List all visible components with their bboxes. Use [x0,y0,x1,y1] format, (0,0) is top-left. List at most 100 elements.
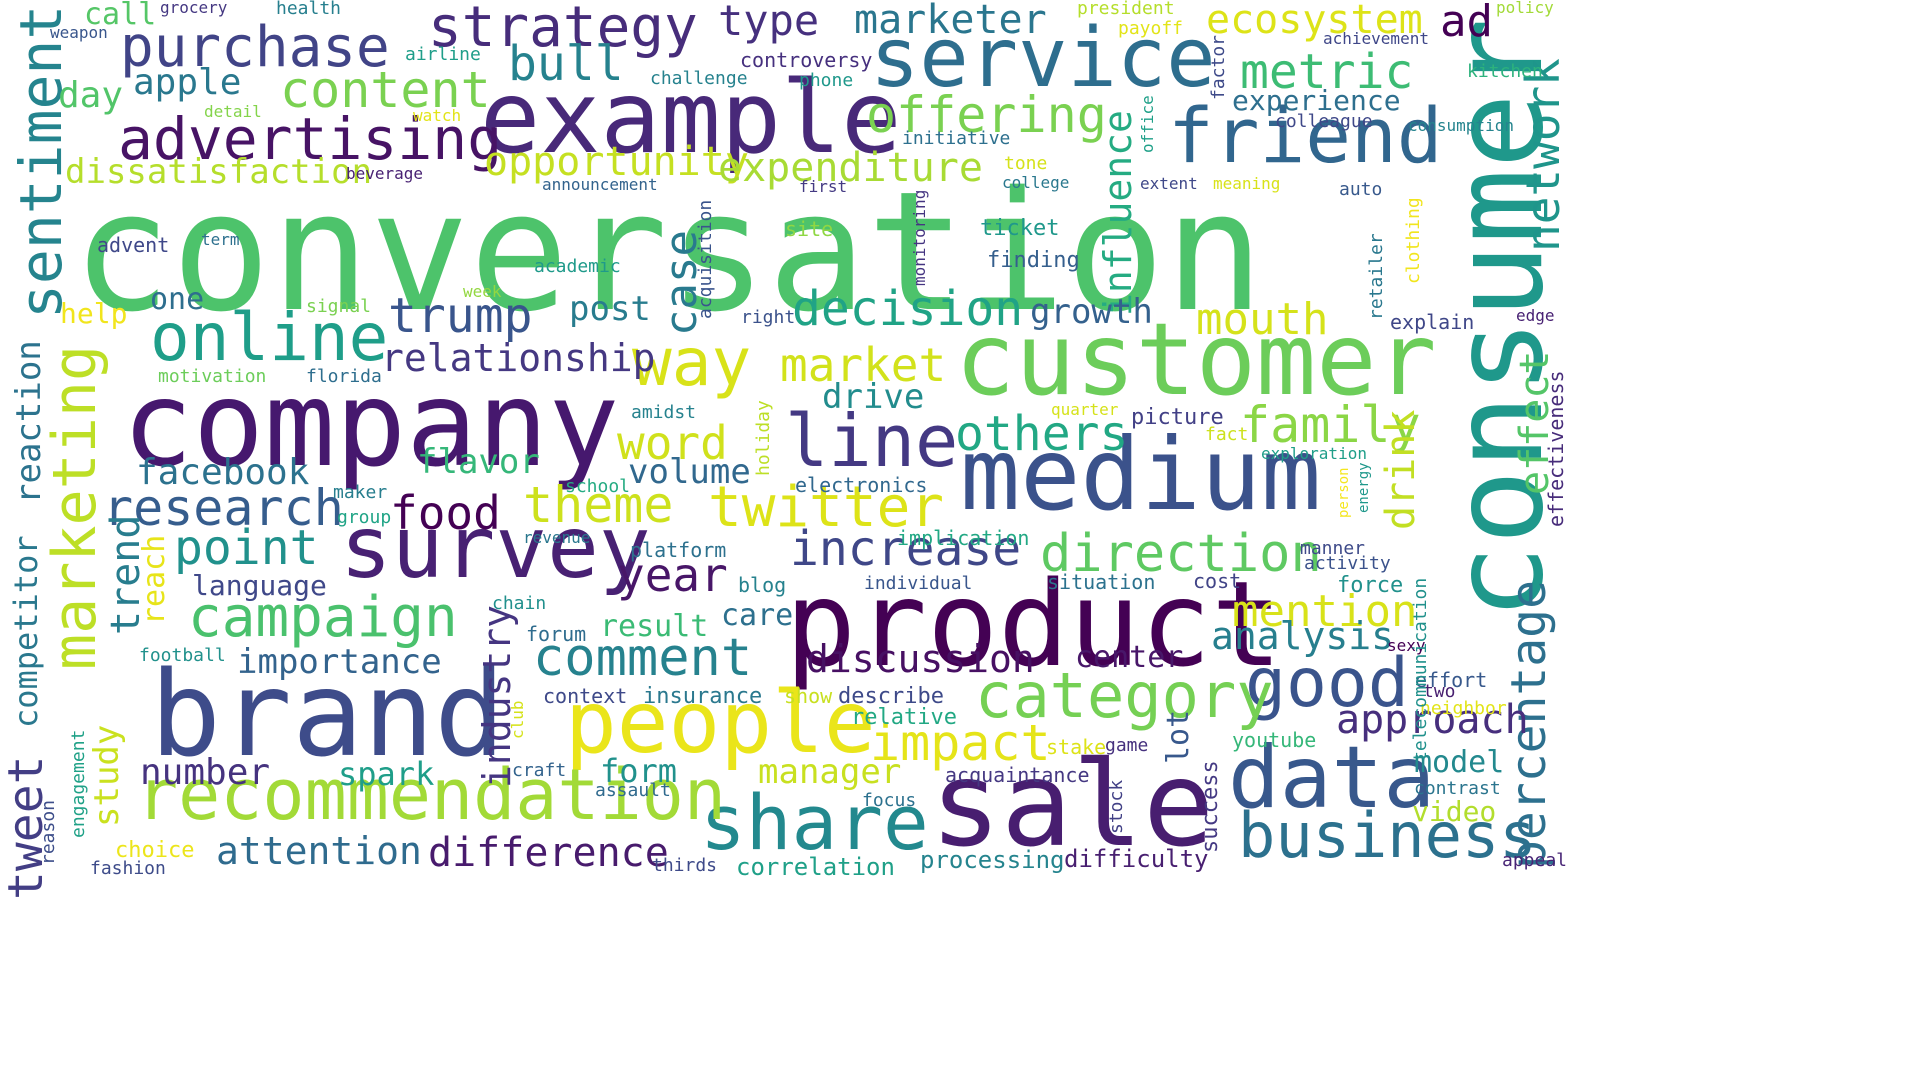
word-game: game [1105,735,1149,756]
word-office: office [1138,95,1157,153]
word-family: family [1240,396,1421,454]
word-opportunity: opportunity [484,139,749,185]
word-health: health [276,0,342,19]
word-attention: attention [216,829,422,873]
word-watch: watch [413,106,462,125]
word-situation: situation [1047,570,1156,594]
word-acquaintance: acquaintance [945,763,1090,787]
word-lot: lot [1161,709,1196,764]
word-achievement: achievement [1323,29,1429,48]
word-category: category [975,659,1274,732]
word-grocery: grocery [160,0,228,17]
word-extent: extent [1140,174,1198,193]
word-good: good [1245,644,1409,723]
word-approach: approach [1336,697,1529,743]
word-controversy: controversy [740,48,873,72]
word-kitchen: kitchen [1467,61,1543,82]
word-factor: factor [1208,34,1229,100]
word-florida: florida [306,366,382,387]
word-picture: picture [1131,405,1224,430]
word-number: number [140,752,271,793]
word-quarter: quarter [1051,400,1119,419]
word-decision: decision [792,281,1024,337]
word-blog: blog [738,573,787,597]
word-bull: bull [508,36,624,92]
word-sentiment: sentiment [7,4,75,319]
word-mention: mention [1232,586,1418,637]
word-fact: fact [1205,424,1249,445]
word-initiative: initiative [902,128,1011,149]
word-food: food [390,486,501,540]
word-people: people [565,673,876,773]
word-airline: airline [405,44,481,65]
word-relative: relative [851,705,957,730]
word-comment: comment [533,628,753,688]
word-colleague: colleague [1275,111,1373,132]
word-recommendation: recommendation [136,754,727,836]
word-policy: policy [1496,0,1554,17]
word-group: group [337,507,392,528]
word-competitor: competitor [7,535,45,728]
word-telecommunication: telecommunication [1410,577,1431,762]
word-manager: manager [758,752,902,792]
word-importance: importance [237,642,442,682]
word-fashion: fashion [90,858,166,879]
word-club: club [508,700,527,739]
word-result: result [600,609,709,644]
word-stake: stake [1046,735,1107,759]
word-service: service [870,11,1216,106]
word-data: data [1228,728,1436,828]
word-direction: direction [1040,524,1322,584]
word-strategy: strategy [428,0,698,60]
word-implication: implication [897,526,1030,550]
word-experience: experience [1232,84,1401,117]
word-facebook: facebook [136,452,310,493]
word-mouth: mouth [1196,294,1329,345]
word-video: video [1412,795,1497,828]
word-friend: friend [1168,91,1443,180]
word-type: type [718,0,820,45]
word-academic: academic [534,256,621,277]
word-forum: forum [526,622,587,646]
word-campaign: campaign [188,585,458,650]
word-word: word [617,416,728,470]
word-meaning: meaning [1213,174,1281,193]
word-theme: theme [523,476,674,534]
word-craft: craft [512,760,567,781]
word-brand: brand [150,645,506,783]
word-cost: cost [1193,569,1242,593]
word-business: business [1238,799,1537,872]
word-success: success [1198,760,1223,853]
word-post: post [569,289,651,329]
word-offering: offering [866,86,1107,144]
word-growth: growth [1030,292,1153,332]
word-marketing: marketing [40,344,110,670]
word-holiday: holiday [753,400,774,476]
word-individual: individual [864,573,973,594]
word-finding: finding [987,248,1080,273]
word-electronics: electronics [795,473,928,497]
word-consumption: consumption [1408,116,1514,135]
word-ecosystem: ecosystem [1206,0,1423,43]
word-trump: trump [388,288,533,344]
word-exploration: exploration [1261,444,1367,463]
word-correlation: correlation [736,853,895,881]
word-survey: survey [340,498,651,598]
word-example: example [480,59,902,176]
word-appeal: appeal [1502,850,1568,871]
word-purchase: purchase [120,15,390,80]
word-force: force [1337,573,1404,598]
word-phone: phone [799,70,854,91]
word-tone: tone [1004,153,1048,174]
word-call: call [84,0,157,32]
word-manner: manner [1300,538,1366,559]
word-sale: sale [930,735,1215,873]
word-motivation: motivation [158,366,267,387]
word-market: market [780,338,947,392]
word-acquisition: acquisition [695,199,716,319]
word-college: college [1002,173,1070,192]
word-medium: medium [960,416,1322,533]
word-twitter: twitter [708,475,945,540]
word-line: line [785,399,959,483]
word-drive: drive [822,377,925,417]
